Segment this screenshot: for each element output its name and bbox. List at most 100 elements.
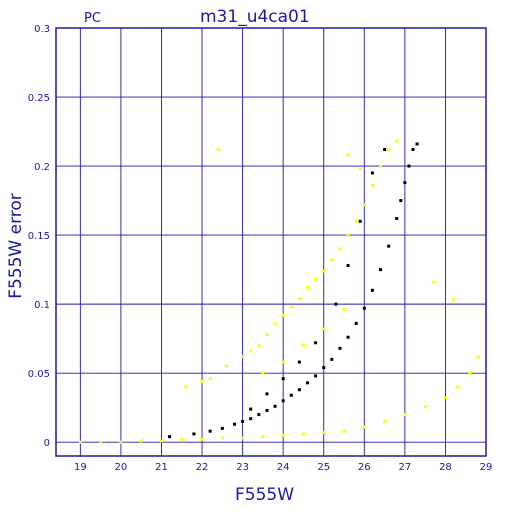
black-data-point: [415, 142, 419, 146]
yellow-data-point: [330, 258, 334, 262]
x-tick-label: 24: [277, 462, 290, 473]
yellow-data-point: [301, 344, 305, 348]
y-tick-label: 0.05: [28, 369, 50, 380]
black-data-point: [338, 346, 342, 350]
yellow-data-point: [306, 286, 310, 290]
black-data-point: [354, 321, 358, 325]
yellow-data-point: [184, 385, 188, 389]
yellow-data-point: [200, 437, 204, 441]
black-data-point: [362, 306, 366, 310]
x-tick-label: 23: [236, 462, 249, 473]
black-data-point: [220, 426, 224, 430]
yellow-data-point: [322, 431, 326, 435]
yellow-data-point: [273, 321, 277, 325]
yellow-data-point: [208, 377, 212, 381]
black-data-point: [407, 164, 411, 168]
black-data-point: [334, 302, 338, 306]
black-data-point: [265, 408, 269, 412]
black-data-point: [249, 407, 253, 411]
corner-label: PC: [84, 11, 101, 26]
x-axis-ticks: 19 20 21 22 23 24 25 26 27 28 29: [74, 462, 492, 473]
y-tick-label: 0.3: [34, 24, 50, 35]
x-tick-label: 29: [480, 462, 493, 473]
black-data-point: [297, 360, 301, 364]
black-data-point: [346, 263, 350, 267]
black-data-point: [314, 341, 318, 345]
yellow-data-point: [139, 439, 143, 443]
yellow-data-point: [281, 433, 285, 437]
yellow-data-point: [265, 333, 269, 337]
black-data-point: [322, 366, 326, 370]
yellow-data-point: [379, 164, 383, 168]
yellow-data-point: [423, 404, 427, 408]
yellow-data-point: [289, 305, 293, 309]
yellow-data-point: [362, 425, 366, 429]
yellow-data-point: [338, 247, 342, 251]
x-tick-label: 20: [115, 462, 128, 473]
yellow-data-point: [261, 435, 265, 439]
x-tick-label: 25: [317, 462, 330, 473]
yellow-data-point: [220, 436, 224, 440]
x-tick-label: 27: [399, 462, 412, 473]
yellow-data-point: [224, 364, 228, 368]
black-data-point: [379, 268, 383, 272]
yellow-data-point: [99, 440, 103, 444]
yellow-data-point: [346, 153, 350, 157]
black-data-point: [289, 393, 293, 397]
black-data-point: [403, 181, 407, 185]
black-data-point: [411, 147, 415, 151]
black-data-point: [387, 244, 391, 248]
black-data-point: [306, 381, 310, 385]
yellow-data-point: [257, 344, 261, 348]
yellow-data-point: [314, 277, 318, 281]
black-data-point: [399, 199, 403, 203]
yellow-data-point: [180, 437, 184, 441]
yellow-data-point: [78, 440, 82, 444]
yellow-data-point: [431, 280, 435, 284]
yellow-data-point: [443, 396, 447, 400]
y-tick-label: 0.25: [28, 93, 50, 104]
black-data-point: [330, 357, 334, 361]
yellow-data-point: [322, 327, 326, 331]
yellow-data-point: [468, 371, 472, 375]
yellow-data-point: [241, 355, 245, 359]
y-tick-label: 0.15: [28, 231, 50, 242]
yellow-data-point: [159, 439, 163, 443]
chart-title: m31_u4ca01: [200, 7, 310, 27]
yellow-data-point: [452, 298, 456, 302]
black-data-point: [192, 432, 196, 436]
data-points: [78, 139, 480, 444]
y-tick-label: 0.1: [34, 300, 50, 311]
y-tick-label: 0.2: [34, 162, 50, 173]
black-data-point: [358, 219, 362, 223]
black-data-point: [241, 419, 245, 423]
yellow-data-point: [358, 167, 362, 171]
x-tick-label: 21: [155, 462, 168, 473]
yellow-data-point: [281, 313, 285, 317]
yellow-data-point: [119, 440, 123, 444]
yellow-data-point: [297, 297, 301, 301]
black-data-point: [265, 392, 269, 396]
x-tick-label: 19: [74, 462, 87, 473]
y-tick-label: 0: [44, 438, 50, 449]
y-axis-ticks: 0 0.05 0.1 0.15 0.2 0.25 0.3: [28, 24, 50, 449]
yellow-data-point: [342, 308, 346, 312]
yellow-data-point: [383, 419, 387, 423]
yellow-data-point: [281, 360, 285, 364]
yellow-data-point: [354, 219, 358, 223]
black-data-point: [249, 417, 253, 421]
yellow-data-point: [370, 183, 374, 187]
yellow-data-point: [395, 139, 399, 143]
grid-lines: [56, 27, 487, 456]
plot-frame: [55, 27, 487, 457]
black-data-point: [281, 399, 285, 403]
yellow-data-point: [249, 349, 253, 353]
y-axis-title: F555W error: [6, 193, 26, 299]
yellow-data-point: [346, 233, 350, 237]
x-tick-label: 22: [196, 462, 209, 473]
black-data-point: [273, 404, 277, 408]
black-data-point: [314, 374, 318, 378]
yellow-data-point: [322, 269, 326, 273]
yellow-data-point: [241, 436, 245, 440]
